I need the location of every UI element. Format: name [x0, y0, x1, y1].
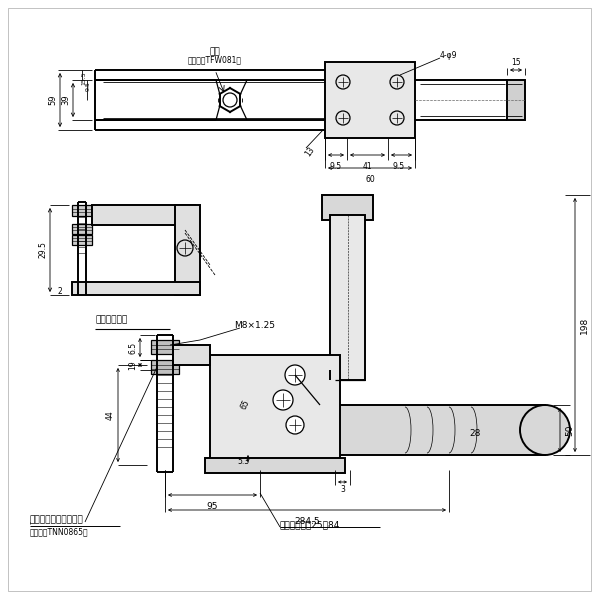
Bar	[72, 205, 92, 216]
Text: 44: 44	[106, 410, 115, 420]
Bar	[72, 282, 200, 295]
Bar	[173, 345, 210, 365]
Text: 284.5: 284.5	[294, 517, 320, 526]
Text: 6.5: 6.5	[128, 341, 137, 353]
Text: 28: 28	[469, 428, 481, 437]
Text: クランプボルトナット: クランプボルトナット	[30, 515, 84, 524]
Text: （品番：TFW081）: （品番：TFW081）	[188, 55, 242, 64]
Bar	[210, 355, 340, 470]
Bar	[72, 224, 92, 234]
Text: （品番：TNN0865）: （品番：TNN0865）	[30, 527, 89, 536]
Text: 59: 59	[48, 95, 57, 105]
Text: 60: 60	[365, 175, 375, 184]
Circle shape	[286, 416, 304, 434]
Circle shape	[520, 405, 570, 455]
Bar	[92, 205, 195, 225]
Circle shape	[285, 405, 335, 455]
Text: 9.5: 9.5	[330, 162, 342, 171]
Bar	[72, 235, 92, 245]
Text: 19: 19	[128, 360, 137, 370]
Bar	[151, 340, 179, 354]
Text: スライド範囲25～84: スライド範囲25～84	[280, 520, 340, 529]
Text: 65: 65	[239, 398, 251, 412]
Bar	[151, 360, 179, 374]
Text: 4-φ9: 4-φ9	[440, 50, 458, 59]
Text: 9.5: 9.5	[86, 81, 91, 91]
Text: 5.3: 5.3	[237, 457, 249, 467]
Bar	[330, 215, 365, 380]
Bar	[175, 205, 200, 295]
Text: 50: 50	[565, 424, 574, 436]
Text: 15: 15	[511, 58, 521, 67]
Bar	[507, 80, 525, 120]
Bar	[310, 405, 545, 455]
Bar	[205, 458, 345, 473]
Text: 15.5: 15.5	[82, 71, 86, 85]
Text: 39: 39	[61, 95, 70, 106]
Text: 95: 95	[206, 502, 218, 511]
Text: 座金: 座金	[209, 47, 220, 56]
Text: 2: 2	[58, 286, 62, 295]
Text: 9.5: 9.5	[393, 162, 405, 171]
Text: 3: 3	[340, 485, 345, 494]
Text: 29.5: 29.5	[38, 242, 47, 259]
Text: 13: 13	[304, 145, 316, 158]
Circle shape	[285, 365, 305, 385]
Text: M8×1.25: M8×1.25	[235, 320, 275, 329]
Circle shape	[273, 390, 293, 410]
Text: 41: 41	[362, 162, 372, 171]
Bar	[322, 195, 373, 220]
Text: 198: 198	[580, 316, 589, 334]
Text: クランプ範囲: クランプ範囲	[95, 315, 127, 324]
Bar	[325, 62, 415, 138]
